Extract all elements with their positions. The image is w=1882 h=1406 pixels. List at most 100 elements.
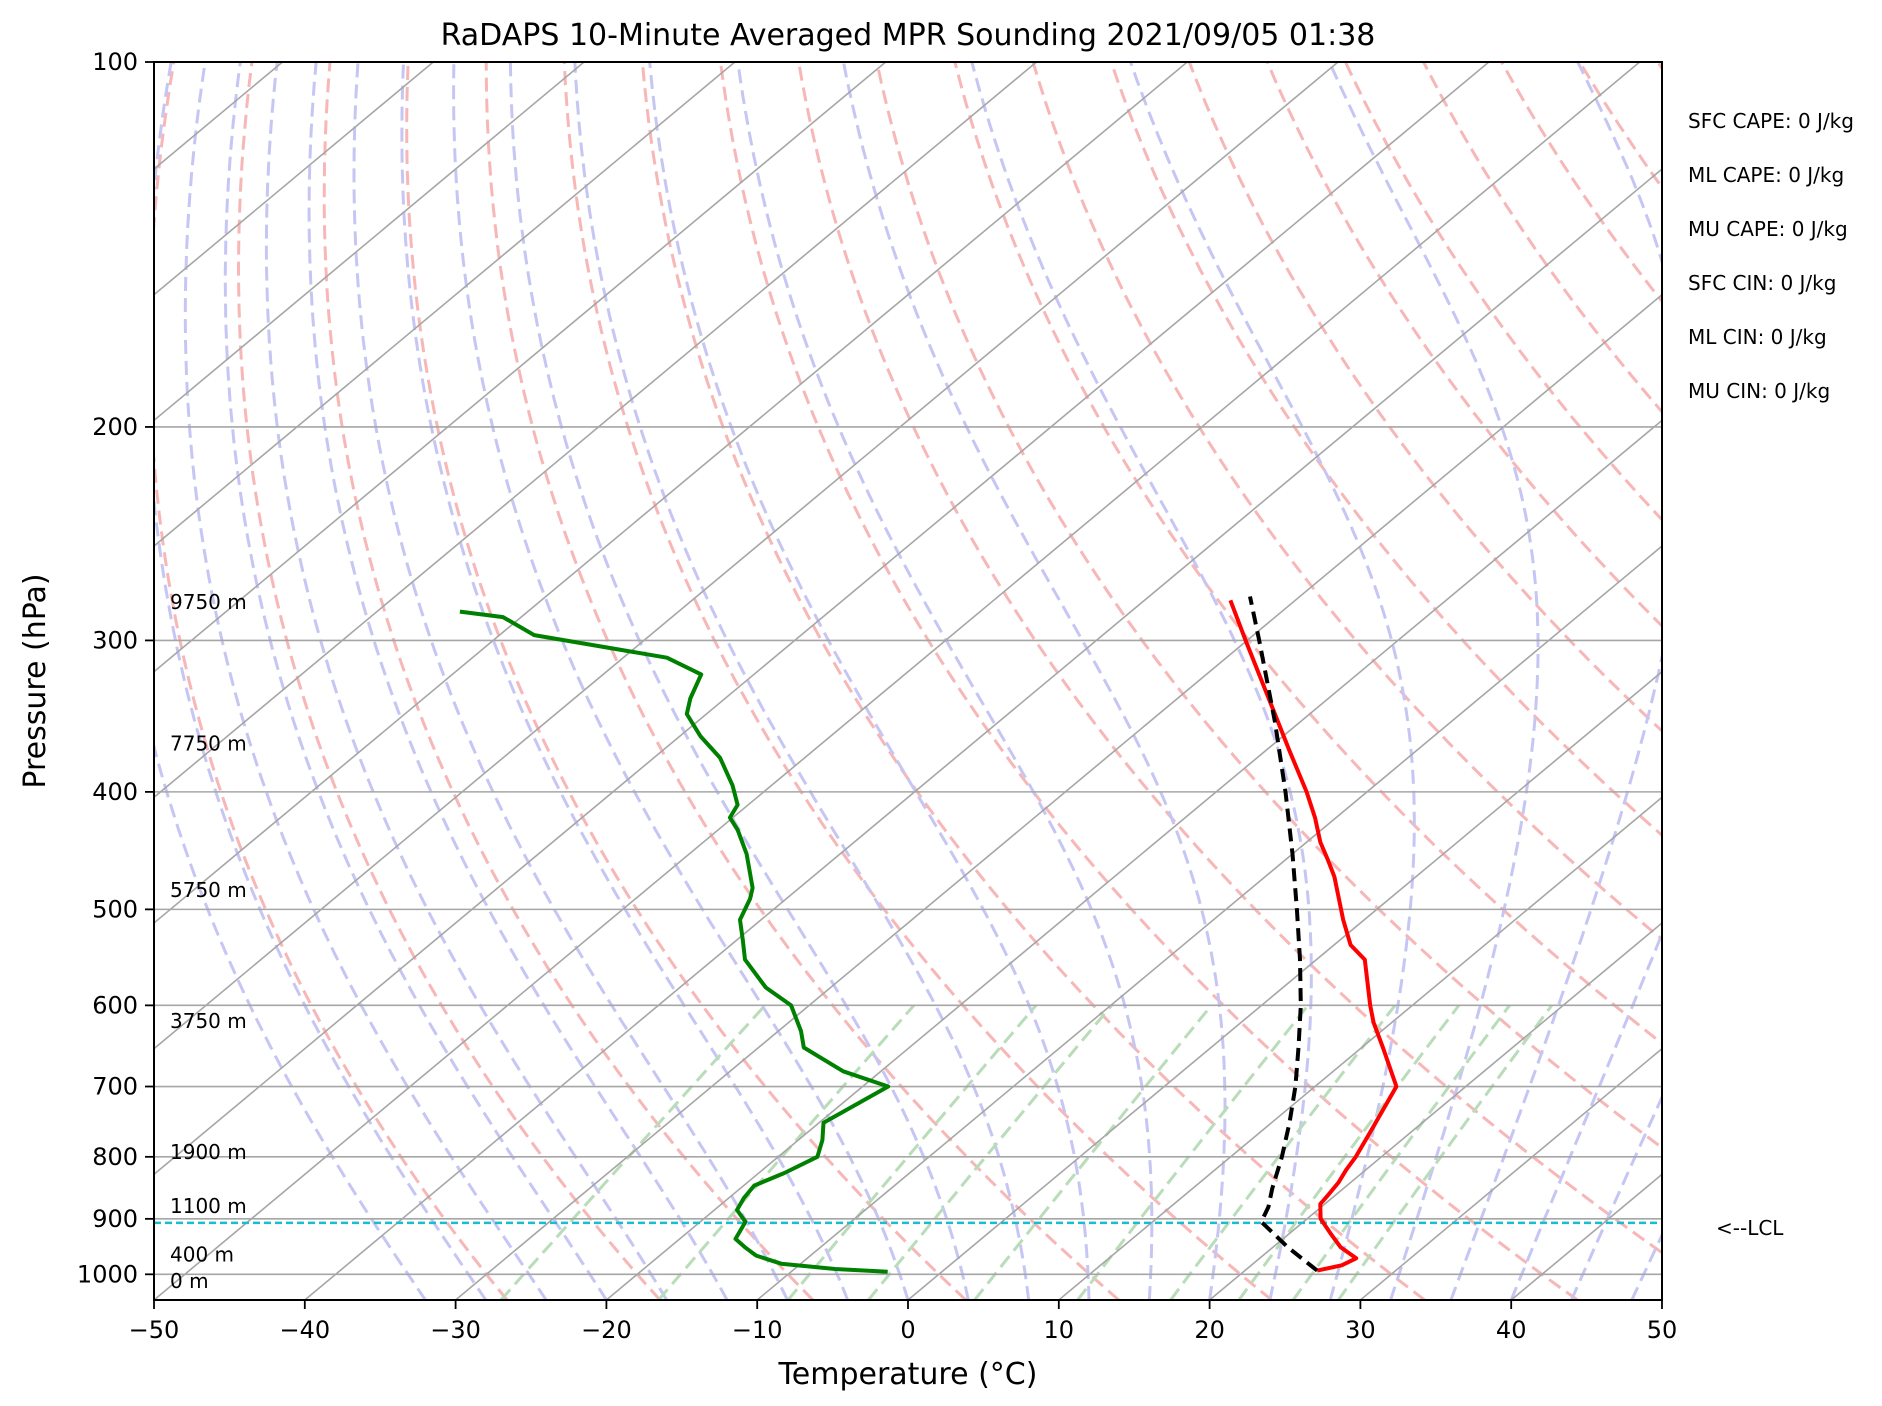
isobars	[154, 62, 1662, 1276]
y-tick-label: 700	[92, 1073, 138, 1101]
moist-adiabat	[352, 62, 789, 1300]
x-tick-label: −30	[430, 1316, 481, 1344]
y-tick-label: 300	[92, 626, 138, 654]
background-lines	[154, 62, 1662, 1300]
isotherm	[154, 62, 1490, 1176]
isotherm	[756, 544, 1662, 1300]
height-label: 1100 m	[170, 1194, 247, 1218]
dry-adiabat	[562, 62, 1273, 1300]
isotherm	[605, 419, 1662, 1300]
height-label: 5750 m	[170, 878, 247, 902]
isotherm	[154, 62, 736, 548]
profile-lines	[154, 596, 1662, 1274]
temperature-profile	[1228, 599, 1399, 1273]
mixing-ratio-line	[657, 1004, 916, 1300]
dry-adiabat	[875, 62, 1662, 1150]
mixing-ratio-line	[786, 1004, 1038, 1300]
x-tick-label: 0	[900, 1316, 915, 1344]
x-tick-label: −40	[279, 1316, 330, 1344]
isotherm	[1209, 921, 1662, 1300]
moist-adiabat	[452, 62, 910, 1300]
y-tick-label: 400	[92, 778, 138, 806]
height-label: 1900 m	[170, 1140, 247, 1164]
x-tick-label: 40	[1496, 1316, 1527, 1344]
dry-adiabat	[484, 62, 1120, 1300]
height-label: 9750 m	[170, 590, 247, 614]
isotherm	[154, 62, 1339, 1050]
lcl-label: <--LCL	[1716, 1216, 1784, 1240]
stability-index: SFC CIN: 0 J/kg	[1688, 271, 1836, 295]
dry-adiabat	[1344, 62, 1662, 522]
y-tick-label: 800	[92, 1143, 138, 1171]
dry-adiabat	[640, 62, 1426, 1300]
stability-index: ML CIN: 0 J/kg	[1688, 325, 1827, 349]
chart-title: RaDAPS 10-Minute Averaged MPR Sounding 2…	[441, 18, 1376, 53]
height-labels: 9750 m 7750 m 5750 m 3750 m 1900 m 1100 m 400 …	[170, 590, 247, 1293]
moist-adiabat	[648, 62, 1091, 1300]
mixing-ratio-line	[1337, 1004, 1553, 1300]
stability-index: ML CAPE: 0 J/kg	[1688, 163, 1844, 187]
x-tick-label: −10	[732, 1316, 783, 1344]
height-label: 0 m	[170, 1269, 209, 1293]
stability-indices: SFC CAPE: 0 J/kg ML CAPE: 0 J/kg MU CAPE: …	[1688, 109, 1854, 403]
dry-adiabat	[1109, 62, 1662, 838]
y-tick-label: 200	[92, 413, 138, 441]
x-tick-label: 10	[1044, 1316, 1075, 1344]
dewpoint-profile	[459, 609, 891, 1274]
dry-adiabat	[1265, 62, 1662, 629]
isotherm	[154, 62, 1641, 1300]
moist-adiabat	[842, 62, 1227, 1300]
isotherm	[154, 62, 585, 422]
moist-adiabat	[1449, 62, 1662, 1300]
mixing-ratio-line	[1237, 1004, 1461, 1300]
moist-adiabat	[508, 62, 970, 1300]
moist-adiabat	[307, 62, 729, 1300]
x-axis-ticks: −50 −40 −30 −20 −10 0 10 20 30 40 50	[129, 1300, 1678, 1344]
moist-adiabat	[400, 62, 850, 1300]
x-tick-label: 50	[1647, 1316, 1678, 1344]
y-axis-label: Pressure (hPa)	[18, 573, 53, 788]
isotherm	[304, 168, 1662, 1300]
isotherm	[154, 62, 434, 296]
moist-adiabat	[264, 62, 668, 1300]
dry-adiabat	[719, 62, 1579, 1300]
parcel-profile	[1248, 596, 1319, 1273]
isotherms	[154, 62, 1662, 1300]
stability-index: MU CAPE: 0 J/kg	[1688, 217, 1848, 241]
mixing-ratio-line	[1291, 1004, 1511, 1300]
height-label: 3750 m	[170, 1009, 247, 1033]
y-tick-label: 100	[92, 48, 138, 76]
isotherm	[455, 293, 1662, 1300]
isotherm	[154, 62, 1037, 799]
dry-adiabat	[1187, 62, 1662, 733]
mixing-ratio-line	[867, 1004, 1113, 1300]
y-tick-label: 1000	[77, 1260, 138, 1288]
moist-adiabat	[1509, 930, 1662, 1300]
isotherm	[907, 670, 1662, 1300]
dry-adiabat	[236, 62, 662, 1300]
height-label: 7750 m	[170, 732, 247, 756]
dry-adiabat	[322, 62, 814, 1300]
isotherm	[1058, 796, 1662, 1300]
y-tick-label: 900	[92, 1205, 138, 1233]
x-tick-label: 30	[1345, 1316, 1376, 1344]
y-tick-label: 600	[92, 991, 138, 1019]
height-label: 400 m	[170, 1242, 234, 1266]
stability-index: SFC CAPE: 0 J/kg	[1688, 109, 1854, 133]
x-tick-label: −20	[581, 1316, 632, 1344]
y-tick-label: 500	[92, 895, 138, 923]
moist-adiabats	[154, 62, 1662, 1300]
moist-adiabat	[1129, 62, 1416, 1300]
x-tick-label: −50	[129, 1316, 180, 1344]
moist-adiabat	[223, 62, 608, 1300]
dry-adiabat	[1500, 62, 1662, 304]
moist-adiabat	[970, 62, 1313, 1300]
moist-adiabat	[154, 740, 427, 1300]
moist-adiabat	[1328, 62, 1540, 1300]
isotherm	[154, 62, 887, 673]
x-tick-label: 20	[1194, 1316, 1225, 1344]
stability-index: MU CIN: 0 J/kg	[1688, 379, 1830, 403]
isotherm	[1359, 1047, 1662, 1300]
